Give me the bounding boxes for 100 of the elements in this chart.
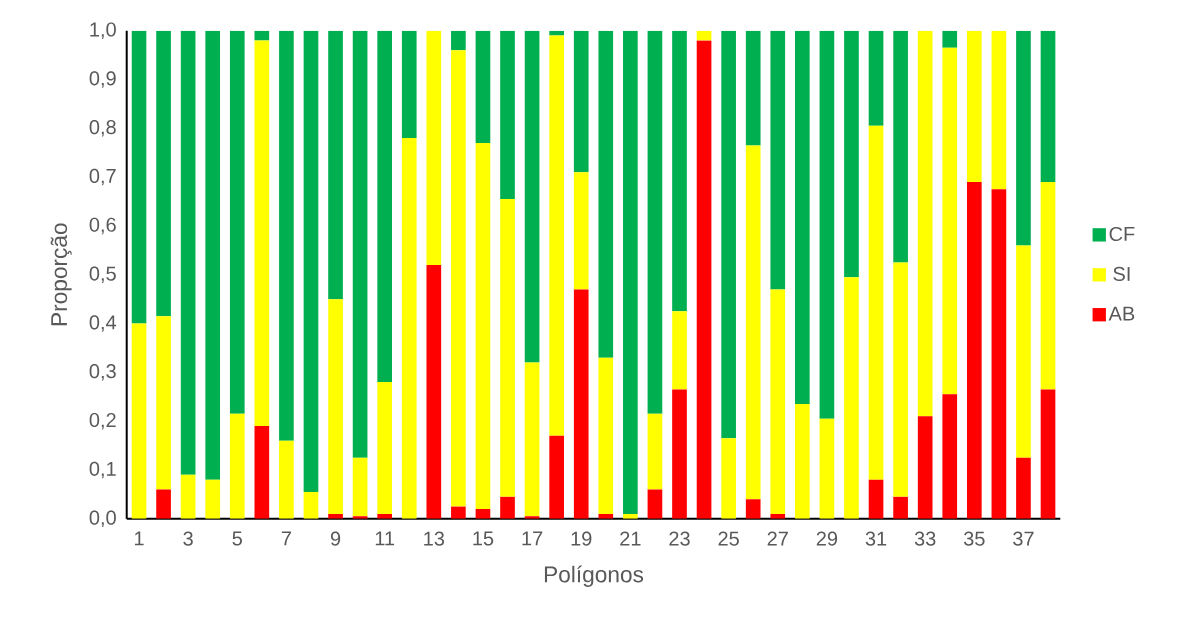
- bar: [770, 289, 786, 515]
- bar: [475, 30, 491, 144]
- x-tick-label: 3: [183, 531, 193, 546]
- y-tick-label: 1,0: [90, 22, 116, 40]
- bar: [451, 50, 466, 507]
- bar: [795, 30, 810, 405]
- bar: [1016, 30, 1031, 246]
- y-tick-label: 0,4: [89, 315, 117, 333]
- x-tick-label: 37: [1013, 531, 1034, 546]
- bar: [868, 126, 884, 480]
- bar: [549, 436, 564, 520]
- x-tick-label: 29: [816, 531, 838, 546]
- bar: [573, 289, 589, 520]
- bar: [893, 262, 908, 498]
- x-tick-label: 7: [281, 531, 291, 546]
- bar: [917, 416, 933, 520]
- legend-label: CF: [1109, 227, 1135, 242]
- bar: [500, 497, 515, 520]
- bar: [598, 30, 614, 358]
- bar: [352, 30, 368, 459]
- x-tick-label: 11: [375, 531, 395, 546]
- bar: [1016, 245, 1031, 459]
- bar: [328, 30, 343, 300]
- bar: [180, 30, 196, 476]
- x-tick-label: 9: [330, 531, 341, 546]
- bar: [647, 30, 663, 415]
- bar: [279, 30, 294, 441]
- bar: [524, 30, 540, 363]
- bar: [623, 30, 638, 515]
- bar: [966, 30, 982, 183]
- x-tick-label: 23: [669, 531, 690, 546]
- bar: [573, 30, 589, 173]
- bar: [500, 30, 515, 200]
- x-tick-label: 19: [571, 531, 592, 546]
- bar: [893, 30, 908, 263]
- y-tick-label: 0,2: [89, 413, 116, 430]
- y-tick-label: 0,8: [89, 120, 116, 137]
- bar: [745, 499, 761, 520]
- bar: [328, 299, 343, 515]
- x-tick-label: 33: [914, 531, 936, 546]
- legend-label: AB: [1108, 307, 1135, 321]
- x-tick-label: 21: [620, 531, 641, 546]
- bar: [745, 30, 761, 146]
- bar: [942, 30, 958, 49]
- bar: [254, 426, 270, 520]
- bar: [868, 30, 884, 127]
- bar: [893, 497, 908, 520]
- bar: [549, 35, 564, 437]
- bar: [500, 199, 515, 498]
- x-tick-label: 13: [424, 531, 445, 546]
- bar: [254, 40, 270, 427]
- y-tick-label: 0,1: [89, 461, 116, 479]
- y-tick-label: 0,5: [89, 266, 116, 284]
- bar: [549, 30, 564, 36]
- bar: [1040, 30, 1056, 183]
- bar: [303, 492, 319, 520]
- bar: [524, 362, 540, 517]
- y-tick-label: 0,9: [89, 71, 116, 88]
- bar: [451, 30, 466, 51]
- bar: [672, 311, 687, 390]
- bar: [795, 404, 810, 520]
- bar: [229, 30, 245, 415]
- bar: [451, 506, 466, 520]
- y-tick-label: 0,0: [89, 510, 116, 528]
- y-axis-title: Proporção: [50, 223, 72, 326]
- bar: [647, 414, 663, 490]
- bar: [721, 438, 736, 520]
- bar: [401, 30, 417, 139]
- legend-label: SI: [1113, 267, 1130, 282]
- bar: [770, 30, 786, 290]
- bar: [598, 357, 614, 515]
- bar: [401, 138, 417, 520]
- y-tick-label: 0,7: [89, 169, 116, 186]
- y-tick-label: 0,6: [89, 217, 116, 235]
- x-axis-title: Polígonos: [544, 565, 644, 588]
- y-tick-label: 0,3: [89, 364, 116, 381]
- bar: [205, 30, 221, 480]
- bar: [721, 30, 736, 439]
- x-tick-label: 31: [865, 531, 887, 546]
- bar: [573, 172, 589, 290]
- bar: [819, 418, 835, 520]
- bar: [745, 145, 761, 500]
- bar: [352, 458, 368, 517]
- bar: [647, 489, 663, 520]
- bar: [475, 143, 491, 510]
- bar: [205, 480, 221, 520]
- bar: [917, 30, 933, 417]
- bar: [819, 30, 835, 419]
- x-tick-label: 1: [134, 531, 144, 546]
- bar: [377, 30, 393, 383]
- bar: [229, 414, 245, 520]
- bar: [279, 440, 294, 520]
- bar: [991, 30, 1007, 190]
- bar: [966, 182, 982, 520]
- bar: [868, 480, 884, 520]
- x-tick-label: 25: [718, 531, 739, 546]
- bar: [426, 30, 442, 266]
- bar: [426, 265, 442, 520]
- bar: [991, 189, 1007, 520]
- x-tick-label: 17: [522, 531, 543, 546]
